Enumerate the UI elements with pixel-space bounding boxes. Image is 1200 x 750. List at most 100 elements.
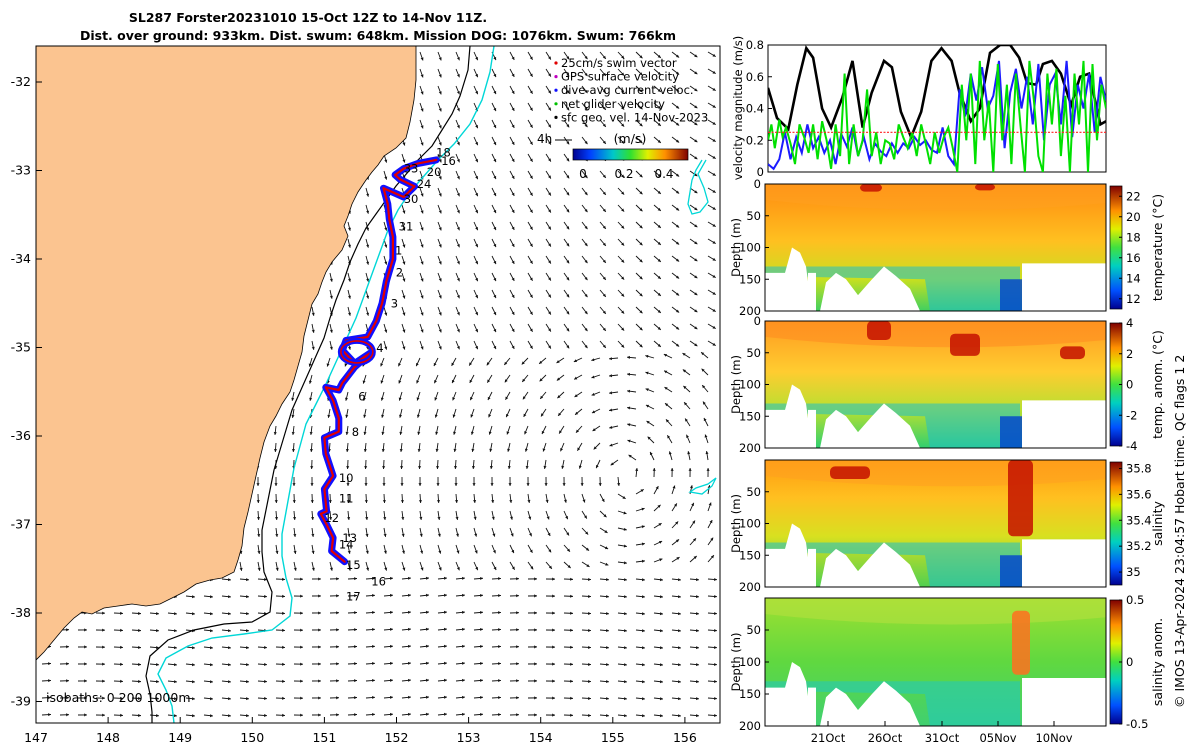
current-arrow <box>635 85 643 93</box>
track-day-label: 4 <box>376 341 383 355</box>
current-arrow <box>455 610 466 614</box>
date-tick-label: 26Oct <box>868 731 903 745</box>
section-nodata-right <box>1022 678 1106 726</box>
current-arrow <box>221 697 231 701</box>
current-arrow <box>689 170 698 177</box>
section-deep-layer <box>765 403 1020 448</box>
current-arrow <box>671 68 680 75</box>
current-arrow <box>509 204 515 214</box>
current-arrow <box>635 170 643 178</box>
current-arrow <box>671 136 680 143</box>
date-tick-label: 05Nov <box>979 731 1016 745</box>
current-arrow <box>545 272 552 281</box>
section-nodata-right <box>1022 263 1106 311</box>
current-arrow <box>419 576 429 580</box>
current-arrow <box>257 544 261 554</box>
current-arrow <box>545 187 552 196</box>
current-arrow <box>563 255 570 264</box>
current-arrow <box>599 663 610 667</box>
section-colorbar-tick-label: 14 <box>1126 271 1141 285</box>
current-arrow <box>401 306 406 316</box>
current-arrow <box>365 527 369 537</box>
current-arrow <box>689 255 698 262</box>
current-arrow <box>347 544 351 554</box>
current-arrow <box>347 696 358 700</box>
current-arrow <box>635 595 645 599</box>
current-arrow <box>707 85 716 92</box>
section-ylabel: Depth (m) <box>729 494 743 553</box>
current-arrow <box>593 442 601 450</box>
current-arrow <box>563 594 574 598</box>
current-arrow <box>347 289 351 299</box>
current-arrow <box>538 357 547 365</box>
current-arrow <box>707 537 714 546</box>
current-arrow <box>563 510 569 520</box>
track-day-label: 30 <box>404 192 419 206</box>
current-arrow <box>416 374 421 384</box>
current-arrow <box>563 272 570 281</box>
current-arrow <box>347 611 358 615</box>
current-arrow <box>504 374 511 383</box>
current-arrow <box>653 558 663 563</box>
current-arrow <box>599 595 610 599</box>
legend-item: sfc geo. vel. 14-Nov-2023 <box>561 110 708 124</box>
current-arrow <box>707 170 716 177</box>
current-arrow <box>508 476 512 487</box>
current-arrow <box>545 323 552 332</box>
velocity-ytick-label: 0.6 <box>746 70 764 84</box>
current-arrow <box>203 612 213 616</box>
current-arrow <box>626 355 637 359</box>
current-arrow <box>311 561 315 571</box>
current-arrow <box>592 425 601 432</box>
current-arrow <box>671 51 680 58</box>
current-arrow <box>617 510 627 515</box>
current-arrow <box>689 238 698 245</box>
current-arrow <box>455 678 466 682</box>
current-arrow <box>383 610 394 614</box>
current-arrow <box>706 467 710 478</box>
section-colorbar-tick-label: 2 <box>1126 347 1133 361</box>
current-arrow <box>653 540 663 546</box>
current-arrow <box>599 51 607 60</box>
current-arrow <box>491 204 497 214</box>
current-arrow <box>419 238 424 248</box>
current-arrow <box>275 679 286 683</box>
current-arrow <box>470 425 475 435</box>
current-arrow <box>563 204 570 213</box>
current-arrow <box>653 306 662 314</box>
section-colorbar-label: salinity <box>1150 500 1165 545</box>
current-arrow <box>437 102 442 112</box>
current-arrow <box>437 695 447 699</box>
current-arrow <box>491 323 497 333</box>
current-arrow <box>563 645 574 649</box>
current-arrow <box>437 527 441 537</box>
map-xtick-label: 148 <box>96 730 120 745</box>
current-arrow <box>491 628 502 632</box>
current-arrow <box>581 340 588 349</box>
section-ytick-label: 0 <box>754 314 761 328</box>
velocity-series-line <box>768 60 1106 171</box>
current-arrow <box>167 646 177 650</box>
current-arrow <box>167 663 177 667</box>
current-arrow <box>437 627 447 631</box>
current-arrow <box>635 187 643 195</box>
current-arrow <box>365 576 376 581</box>
current-arrow <box>545 561 553 570</box>
current-arrow <box>345 442 349 453</box>
current-arrow <box>436 476 440 487</box>
current-arrow <box>617 272 625 280</box>
current-arrow <box>689 272 698 279</box>
current-arrow <box>671 714 681 718</box>
current-arrow <box>468 357 475 366</box>
current-arrow <box>527 221 533 230</box>
current-arrow <box>599 680 610 684</box>
current-arrow <box>491 289 497 299</box>
current-arrow <box>542 442 547 452</box>
current-arrow <box>473 204 479 214</box>
current-arrow <box>617 476 621 486</box>
current-arrow <box>437 289 442 299</box>
current-arrow <box>578 459 583 469</box>
current-arrow <box>539 391 547 400</box>
current-arrow <box>617 238 625 246</box>
current-arrow <box>527 493 531 503</box>
